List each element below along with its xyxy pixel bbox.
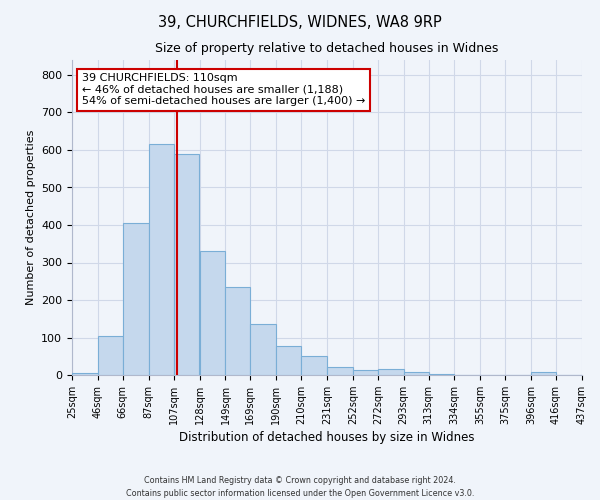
X-axis label: Distribution of detached houses by size in Widnes: Distribution of detached houses by size … — [179, 431, 475, 444]
Bar — [327, 367, 353, 375]
Y-axis label: Number of detached properties: Number of detached properties — [26, 130, 35, 305]
Bar — [276, 346, 301, 375]
Bar — [250, 324, 276, 375]
Bar — [226, 287, 250, 375]
Text: 39, CHURCHFIELDS, WIDNES, WA8 9RP: 39, CHURCHFIELDS, WIDNES, WA8 9RP — [158, 15, 442, 30]
Bar — [428, 374, 455, 375]
Text: Contains HM Land Registry data © Crown copyright and database right 2024.
Contai: Contains HM Land Registry data © Crown c… — [126, 476, 474, 498]
Bar — [531, 372, 556, 375]
Text: 39 CHURCHFIELDS: 110sqm
← 46% of detached houses are smaller (1,188)
54% of semi: 39 CHURCHFIELDS: 110sqm ← 46% of detache… — [82, 73, 365, 106]
Bar — [98, 336, 123, 375]
Bar — [378, 370, 404, 375]
Bar — [404, 372, 428, 375]
Bar — [72, 373, 98, 375]
Bar — [301, 356, 327, 375]
Bar — [199, 251, 226, 375]
Title: Size of property relative to detached houses in Widnes: Size of property relative to detached ho… — [155, 42, 499, 54]
Bar — [149, 144, 173, 375]
Bar — [173, 154, 199, 375]
Bar — [123, 223, 149, 375]
Bar — [353, 370, 378, 375]
